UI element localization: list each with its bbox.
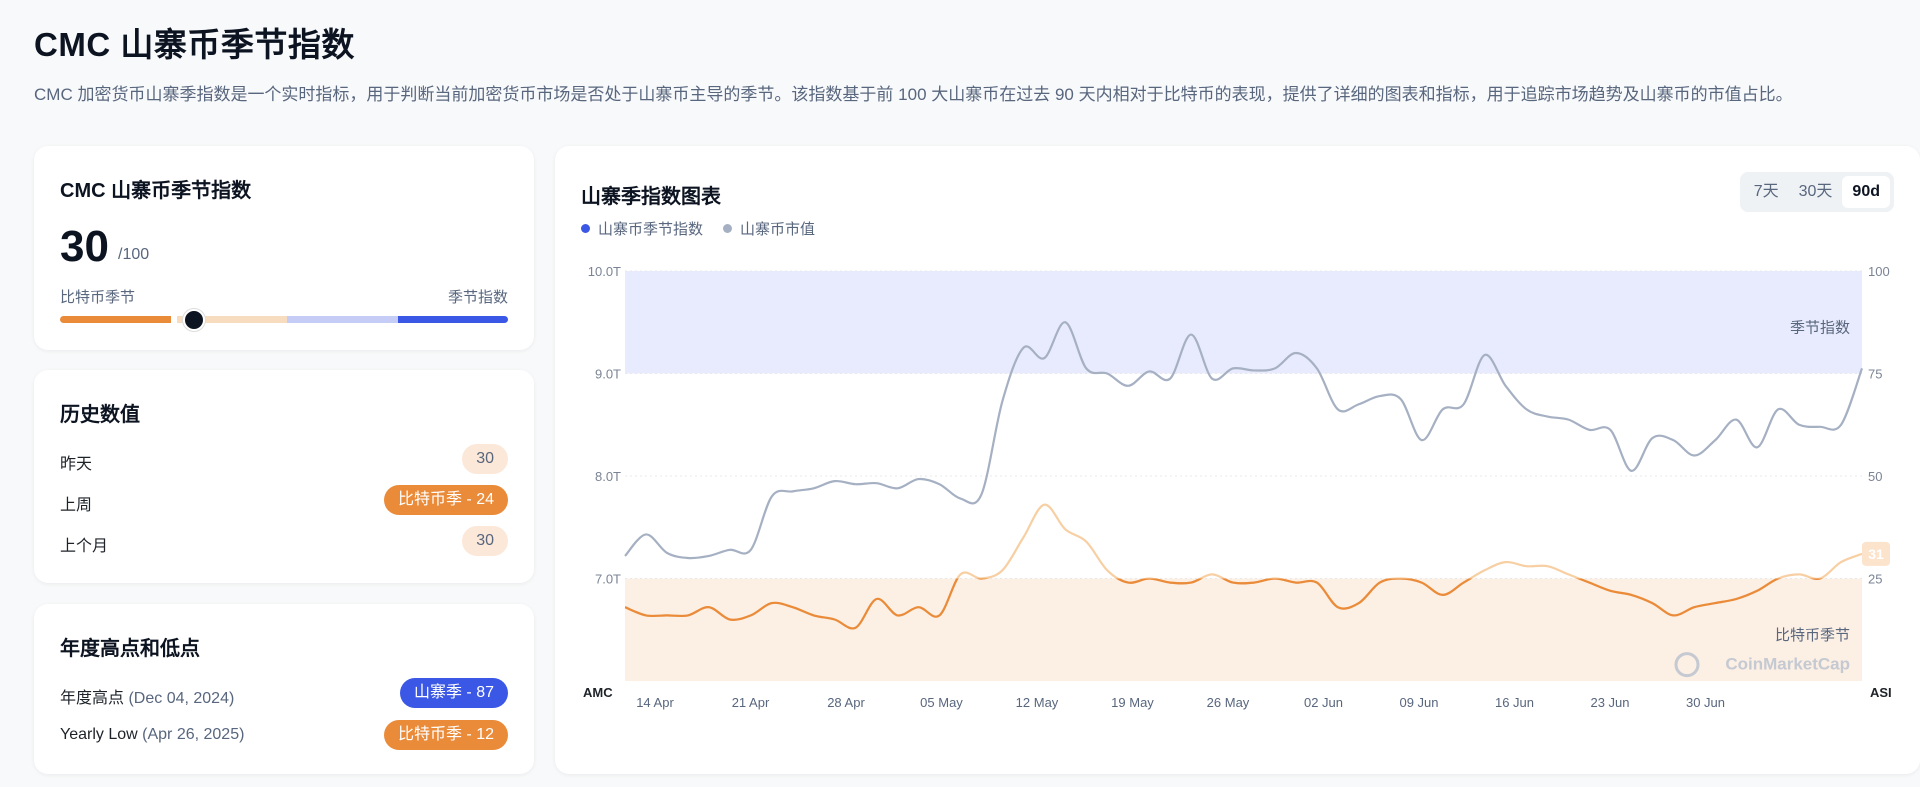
index-card-title: CMC 山寨币季节指数 <box>60 180 252 202</box>
y-right-tick-label: 50 <box>1868 469 1882 484</box>
x-tick-label: 12 May <box>1016 695 1059 710</box>
yearly-low-row: Yearly Low (Apr 26, 2025) <box>60 726 244 744</box>
zone-label-bottom: 比特币季节 <box>1775 627 1850 644</box>
x-tick-label: 30 Jun <box>1686 695 1725 710</box>
y-right-tick-label: 100 <box>1868 264 1890 279</box>
season-gauge-bar <box>60 316 508 323</box>
yearly-high-row: 年度高点 (Dec 04, 2024) <box>60 684 234 708</box>
index-value: 30 <box>60 222 109 271</box>
history-title: 历史数值 <box>60 404 140 426</box>
tab-90d[interactable]: 90d <box>1842 176 1890 208</box>
scale-label-alt: 季节指数 <box>447 289 508 306</box>
y-right-tick-label: 25 <box>1868 572 1882 587</box>
legend-label: 山寨币季节指数 <box>598 221 704 238</box>
page-description: CMC 加密货币山寨季指数是一个实时指标，用于判断当前加密货币市场是否处于山寨币… <box>34 85 1793 104</box>
x-tick-label: 26 May <box>1207 695 1250 710</box>
index-suffix: /100 <box>118 246 150 263</box>
x-tick-label: 21 Apr <box>732 695 770 710</box>
yearly-low-value: 比特币季 - 12 <box>383 720 508 750</box>
yearly-high-date: (Dec 04, 2024) <box>128 690 235 707</box>
last-value-badge-text: 31 <box>1868 546 1884 562</box>
page-title: CMC 山寨币季节指数 <box>34 26 355 63</box>
x-tick-label: 02 Jun <box>1304 695 1343 710</box>
chart-card: 山寨季指数图表 7天 30天 90d 山寨币季节指数 山寨币市值 10.0T 9.… <box>555 146 1920 774</box>
history-row-value: 30 <box>462 444 508 474</box>
tab-7d[interactable]: 7天 <box>1753 183 1779 200</box>
gauge-segment-bitcoin <box>60 316 171 323</box>
alt-season-zone <box>625 271 1862 374</box>
legend-dot-icon <box>723 224 733 233</box>
x-tick-label: 19 May <box>1111 695 1154 710</box>
gauge-segment-alt <box>397 316 508 323</box>
tab-30d[interactable]: 30天 <box>1798 183 1833 200</box>
yearly-title: 年度高点和低点 <box>60 638 200 660</box>
series-line-index <box>625 578 1823 630</box>
x-tick-label: 23 Jun <box>1590 695 1629 710</box>
y-right-tick-label: 75 <box>1868 367 1882 382</box>
y-left-tick-label: 7.0T <box>595 572 621 587</box>
right-axis-name: ASI <box>1870 685 1892 700</box>
y-left-tick-label: 9.0T <box>595 367 621 382</box>
history-card: 历史数值 昨天 30 上周 比特币季 - 24 上个月 30 <box>34 370 534 583</box>
history-row-label: 昨天 <box>60 456 93 473</box>
legend-item-marketcap[interactable]: 山寨币市值 <box>723 218 815 239</box>
legend-label: 山寨币市值 <box>740 221 816 238</box>
y-left-tick-label: 10.0T <box>588 264 621 279</box>
legend-dot-icon <box>581 224 590 233</box>
range-tabs: 7天 30天 90d <box>1739 172 1894 212</box>
yearly-low-label: Yearly Low <box>60 726 138 743</box>
history-row-value: 比特币季 - 24 <box>383 485 508 515</box>
history-row-value: 30 <box>462 526 508 556</box>
history-row-label: 上周 <box>60 497 93 514</box>
last-value-badge <box>1862 541 1890 566</box>
gauge-segment-bitcoin-light <box>176 316 287 323</box>
yearly-high-label: 年度高点 <box>60 690 125 707</box>
coinmarketcap-logo-icon <box>1674 652 1700 678</box>
index-card: CMC 山寨币季节指数 30 /100 比特币季节 季节指数 <box>34 146 534 350</box>
yearly-card: 年度高点和低点 年度高点 (Dec 04, 2024) 山寨季 - 87 Yea… <box>34 604 534 774</box>
y-left-tick-label: 8.0T <box>595 469 621 484</box>
scale-label-bitcoin: 比特币季节 <box>60 289 136 306</box>
chart-title: 山寨季指数图表 <box>581 186 721 208</box>
gauge-segment-alt-light <box>287 316 398 323</box>
gauge-knob <box>183 309 206 331</box>
x-tick-label: 14 Apr <box>636 695 674 710</box>
x-tick-label: 05 May <box>920 695 963 710</box>
chart-legend: 山寨币季节指数 山寨币市值 <box>581 218 815 239</box>
yearly-low-date: (Apr 26, 2025) <box>142 726 245 743</box>
watermark-text: CoinMarketCap <box>1725 655 1850 674</box>
altseason-chart[interactable]: 10.0T 9.0T 8.0T 7.0T 100 75 50 25 AMC ASI 14 Apr 21… <box>555 146 1920 774</box>
x-tick-label: 16 Jun <box>1495 695 1534 710</box>
x-tick-label: 09 Jun <box>1399 695 1438 710</box>
zone-label-top: 季节指数 <box>1790 319 1850 336</box>
yearly-high-value: 山寨季 - 87 <box>399 678 508 708</box>
left-axis-name: AMC <box>583 685 613 700</box>
x-tick-label: 28 Apr <box>827 695 865 710</box>
history-row-label: 上个月 <box>60 538 109 555</box>
series-line-marketcap <box>624 321 1864 560</box>
legend-item-index[interactable]: 山寨币季节指数 <box>581 218 703 239</box>
bitcoin-season-zone <box>625 578 1862 681</box>
